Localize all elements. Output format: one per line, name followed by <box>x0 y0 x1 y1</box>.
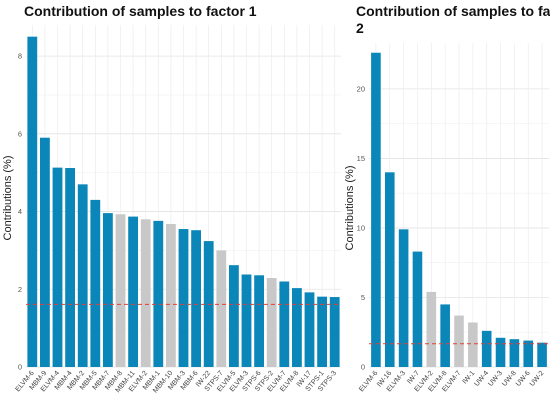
bar <box>279 281 290 367</box>
bar <box>454 315 464 367</box>
bar <box>440 304 450 367</box>
y-tick-label: 15 <box>357 154 365 163</box>
bar <box>229 265 239 367</box>
bar <box>103 213 113 367</box>
bar <box>509 339 520 367</box>
bar <box>115 214 126 367</box>
x-tick-label: UW-4 <box>473 370 490 388</box>
x-tick-label: UW-8 <box>501 370 518 388</box>
bar <box>65 168 75 367</box>
chart-title-line-1: Contribution of samples to factor <box>356 3 550 19</box>
bar <box>40 137 50 367</box>
x-tick-label: UW-6 <box>515 370 532 388</box>
bar <box>140 219 151 367</box>
bar <box>128 216 138 367</box>
bar <box>371 52 381 367</box>
bar <box>178 229 189 367</box>
y-tick-label: 0 <box>18 363 22 372</box>
bar <box>27 36 38 368</box>
chart-title-line-2: 2 <box>356 20 364 36</box>
bar <box>52 167 63 367</box>
factor-2-chart: Contribution of samples to factor 2 Cont… <box>344 3 550 393</box>
y-tick-label: 8 <box>18 52 22 61</box>
x-tick-label: ELVM-6 <box>358 370 379 394</box>
bar <box>398 229 409 367</box>
y-tick-label: 5 <box>361 293 365 302</box>
bar <box>317 296 327 367</box>
bar <box>495 337 506 367</box>
y-tick-label: 6 <box>18 129 22 138</box>
bar <box>266 278 277 367</box>
bar <box>153 220 164 367</box>
y-tick-label: 2 <box>18 285 22 294</box>
factor-1-chart: Contribution of samples to factor 1 Cont… <box>2 3 341 395</box>
bar <box>216 250 227 367</box>
bar <box>254 275 264 367</box>
bar <box>384 172 395 367</box>
x-tick-label: UW-3 <box>487 370 504 388</box>
bar <box>481 330 492 367</box>
bar <box>329 297 340 367</box>
bar <box>426 291 437 367</box>
chart-title: Contribution of samples to factor 2 <box>356 3 550 36</box>
chart-title: Contribution of samples to factor 1 <box>24 3 257 19</box>
bar <box>90 199 101 367</box>
bar <box>241 274 252 367</box>
y-axis-label: Contributions (%) <box>344 166 356 251</box>
bar <box>412 251 423 367</box>
y-tick-label: 10 <box>357 223 365 232</box>
bar <box>166 223 176 367</box>
bar <box>304 292 315 367</box>
y-axis-label: Contributions (%) <box>2 156 14 241</box>
x-tick-label: UW-2 <box>529 370 546 388</box>
bar <box>77 184 88 367</box>
bar <box>523 340 534 367</box>
bar <box>468 322 478 367</box>
y-tick-label: 4 <box>18 207 22 216</box>
y-tick-label: 0 <box>361 363 365 372</box>
bar <box>292 288 302 367</box>
bar <box>537 342 547 367</box>
bar <box>191 230 201 367</box>
y-tick-label: 20 <box>357 84 365 93</box>
